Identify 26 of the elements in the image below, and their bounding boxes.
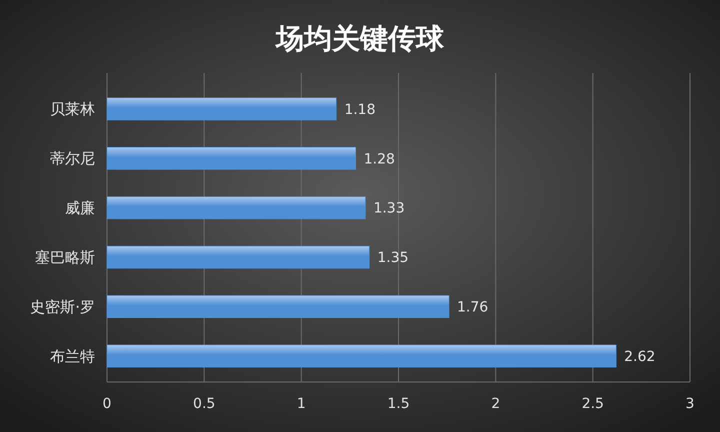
bar bbox=[106, 246, 370, 269]
y-tick-label: 布兰特 bbox=[50, 347, 95, 366]
data-label: 1.28 bbox=[364, 151, 395, 168]
data-label: 1.35 bbox=[377, 250, 409, 266]
data-label: 1.18 bbox=[344, 102, 376, 118]
data-label: 2.62 bbox=[624, 348, 656, 365]
y-tick-label: 威廉 bbox=[65, 199, 95, 218]
y-tick-label: 塞巴略斯 bbox=[35, 248, 95, 266]
y-tick-label: 史密斯·罗 bbox=[30, 298, 95, 316]
y-tick-label: 蒂尔尼 bbox=[50, 150, 95, 168]
x-tick-label: 2.5 bbox=[582, 396, 604, 412]
x-tick-label: 3 bbox=[686, 396, 694, 412]
x-tick-label: 2 bbox=[491, 396, 500, 412]
x-tick-label: 1 bbox=[296, 396, 306, 412]
x-tick-label: 0.5 bbox=[193, 396, 216, 412]
bar bbox=[106, 295, 450, 318]
bar bbox=[106, 98, 337, 120]
bar bbox=[106, 344, 616, 368]
data-label: 1.76 bbox=[457, 300, 488, 316]
x-tick-label: 1.5 bbox=[387, 396, 410, 412]
bar bbox=[106, 196, 366, 220]
y-tick-label: 贝莱林 bbox=[50, 100, 95, 118]
bar bbox=[106, 147, 356, 170]
data-label: 1.33 bbox=[373, 200, 405, 217]
chart-title: 场均关键传球 bbox=[274, 22, 445, 55]
x-tick-label: 0 bbox=[102, 396, 112, 412]
